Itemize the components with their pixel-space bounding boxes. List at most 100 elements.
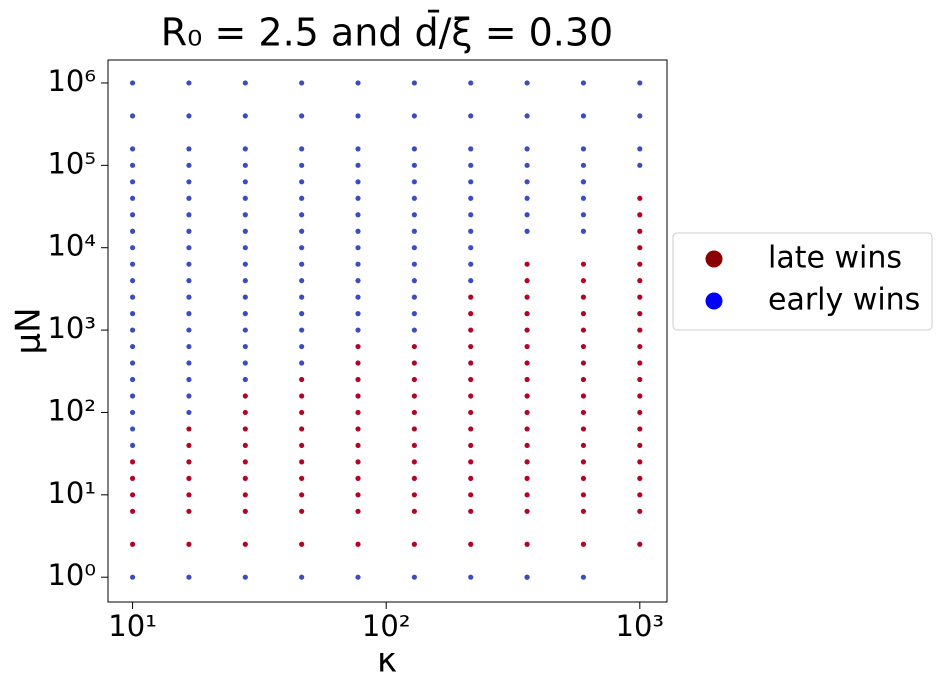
point <box>299 574 305 580</box>
point <box>524 179 530 185</box>
point <box>411 541 417 547</box>
point <box>411 146 417 152</box>
point <box>129 294 136 300</box>
point <box>129 311 136 317</box>
point <box>468 442 474 449</box>
legend-marker <box>705 250 723 268</box>
point <box>186 327 192 333</box>
point <box>580 343 587 350</box>
point <box>580 261 587 267</box>
point <box>580 195 587 201</box>
point <box>524 261 530 267</box>
point <box>129 80 136 86</box>
point <box>242 179 248 185</box>
point <box>355 261 361 267</box>
point <box>242 393 248 399</box>
point <box>355 195 361 201</box>
point <box>411 459 417 465</box>
point <box>355 228 361 234</box>
y-tick-label: 10¹ <box>47 476 96 510</box>
point <box>299 409 305 416</box>
y-tick-label: 10⁴ <box>47 229 96 263</box>
point <box>186 80 192 86</box>
point <box>637 541 643 547</box>
point <box>411 228 417 234</box>
point <box>129 475 136 481</box>
point <box>242 294 248 300</box>
point <box>468 146 474 152</box>
point <box>129 212 136 218</box>
point <box>411 574 417 580</box>
point <box>468 278 474 284</box>
point <box>355 146 361 152</box>
point <box>129 162 136 168</box>
point <box>637 162 643 168</box>
point <box>580 492 587 498</box>
point <box>129 492 136 498</box>
point <box>129 261 136 267</box>
point <box>468 162 474 168</box>
x-tick-label: 10¹ <box>108 609 157 643</box>
point <box>637 245 643 251</box>
point <box>468 212 474 218</box>
legend-label: early wins <box>768 283 920 318</box>
point <box>355 475 361 481</box>
point <box>580 278 587 284</box>
point <box>637 195 643 201</box>
point <box>355 442 361 449</box>
point <box>242 212 248 218</box>
point <box>355 113 361 119</box>
point <box>468 228 474 234</box>
point <box>411 294 417 300</box>
point <box>524 113 530 119</box>
point <box>355 459 361 465</box>
point <box>637 113 643 119</box>
point <box>524 426 530 432</box>
point <box>637 426 643 432</box>
point <box>242 146 248 152</box>
point <box>524 376 530 383</box>
point <box>242 426 248 432</box>
point <box>129 393 136 399</box>
point <box>637 228 643 234</box>
point <box>524 508 530 514</box>
point <box>468 195 474 201</box>
point <box>580 426 587 432</box>
point <box>637 80 643 86</box>
point <box>186 541 192 547</box>
point <box>299 80 305 86</box>
point <box>411 245 417 251</box>
y-tick-label: 10⁶ <box>47 64 96 98</box>
point <box>524 212 530 218</box>
x-tick-label: 10² <box>362 609 411 643</box>
point <box>299 508 305 514</box>
point <box>411 376 417 383</box>
point <box>186 113 192 119</box>
point <box>411 327 417 333</box>
point <box>580 475 587 481</box>
point <box>580 459 587 465</box>
point <box>411 409 417 416</box>
point <box>242 228 248 234</box>
point <box>355 508 361 514</box>
point <box>411 475 417 481</box>
point <box>468 376 474 383</box>
point <box>186 294 192 300</box>
point <box>242 162 248 168</box>
point <box>580 162 587 168</box>
plot-area <box>129 80 643 580</box>
point <box>355 360 361 366</box>
point <box>299 459 305 465</box>
point <box>186 574 192 580</box>
point <box>637 492 643 498</box>
point <box>355 376 361 383</box>
point <box>355 393 361 399</box>
point <box>242 376 248 383</box>
point <box>186 459 192 465</box>
point <box>355 245 361 251</box>
point <box>637 212 643 218</box>
point <box>468 409 474 416</box>
point <box>242 409 248 416</box>
x-axis-label: κ <box>377 641 397 681</box>
